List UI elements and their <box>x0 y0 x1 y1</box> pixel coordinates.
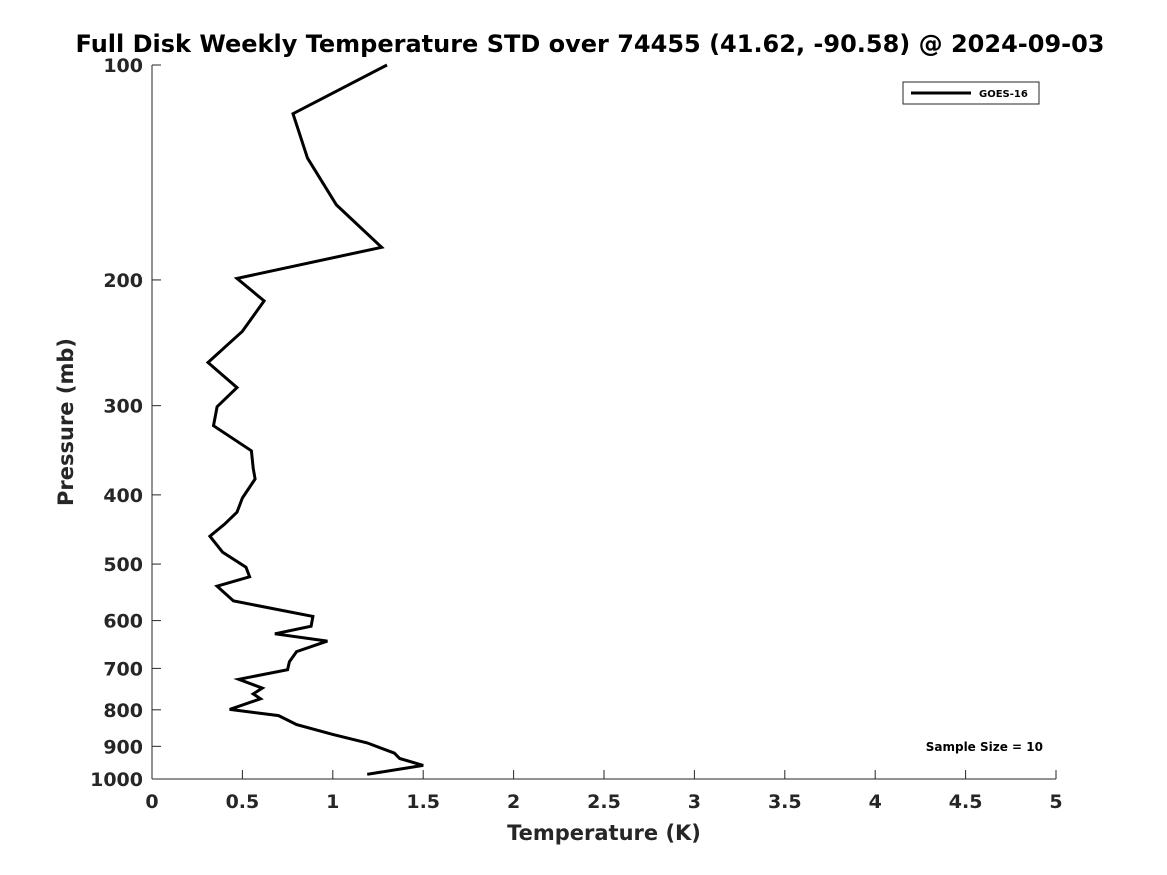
y-tick-label: 300 <box>103 396 143 418</box>
x-tick-label: 0 <box>145 791 158 813</box>
y-axis-label: Pressure (mb) <box>54 338 78 506</box>
x-tick-label: 5 <box>1049 791 1062 813</box>
y-tick-label: 900 <box>103 736 143 758</box>
x-tick-label: 1.5 <box>406 791 440 813</box>
y-tick-label: 400 <box>103 485 143 507</box>
x-tick-label: 2.5 <box>587 791 621 813</box>
x-tick-label: 2 <box>507 791 520 813</box>
x-tick-label: 4 <box>869 791 882 813</box>
y-tick-label: 600 <box>103 611 143 633</box>
sample-size-annotation: Sample Size = 10 <box>926 740 1043 754</box>
chart-title: Full Disk Weekly Temperature STD over 74… <box>76 30 1105 58</box>
y-tick-label: 1000 <box>90 769 143 791</box>
x-axis: 0 0.5 1 1.5 2 2.5 3 3.5 4 4.5 5 <box>145 770 1063 813</box>
series-line-goes-16 <box>205 63 424 776</box>
legend-label-goes-16: GOES-16 <box>979 89 1028 100</box>
series-layer <box>205 63 424 776</box>
y-tick-label: 500 <box>103 554 143 576</box>
x-tick-label: 3.5 <box>768 791 802 813</box>
plot-area <box>152 65 1056 779</box>
y-tick-label: 700 <box>103 658 143 680</box>
x-tick-label: 4.5 <box>949 791 983 813</box>
x-axis-label: Temperature (K) <box>507 821 701 845</box>
y-tick-label: 200 <box>103 270 143 292</box>
x-tick-label: 3 <box>688 791 701 813</box>
x-tick-label: 1 <box>326 791 339 813</box>
y-tick-label: 800 <box>103 700 143 722</box>
x-tick-label: 0.5 <box>226 791 260 813</box>
y-tick-label: 100 <box>103 55 143 77</box>
y-axis: 100 200 300 400 500 600 700 800 900 1000 <box>90 55 161 791</box>
legend: GOES-16 <box>902 81 1040 105</box>
